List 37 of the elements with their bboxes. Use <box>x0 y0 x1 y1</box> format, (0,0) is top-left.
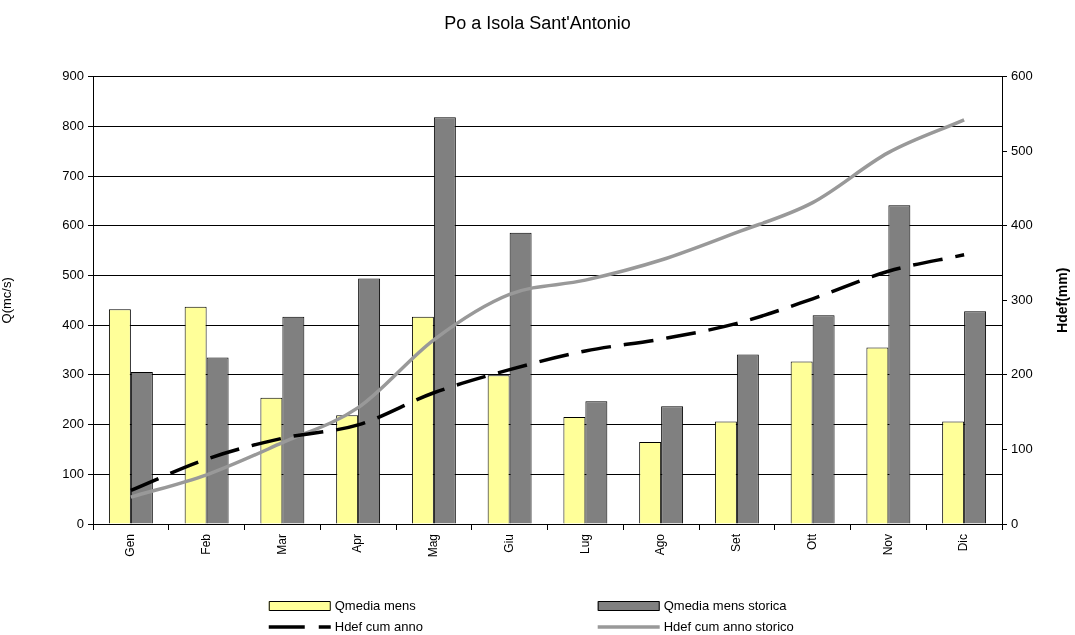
legend-label: Qmedia mens storica <box>663 597 788 613</box>
line-series <box>129 118 966 499</box>
y-tick-label: 0 <box>76 515 84 531</box>
y2-tick-label: 500 <box>1011 142 1033 158</box>
y2-tick-label: 0 <box>1011 515 1019 531</box>
y-tick-label: 600 <box>62 217 84 233</box>
y-axis-title: Q(mc/s) <box>0 277 15 324</box>
y-tick-label: 700 <box>62 167 84 183</box>
y-tick-label: 400 <box>62 316 84 332</box>
x-tick-label: Feb <box>198 533 213 555</box>
y-tick-label: 100 <box>62 465 84 481</box>
y-tick-label: 500 <box>62 267 84 283</box>
x-tick-label: Ott <box>804 533 819 551</box>
legend-label: Hdef cum anno <box>334 618 423 634</box>
y2-tick-label: 100 <box>1011 441 1033 457</box>
x-tick-label: Apr <box>350 534 365 553</box>
x-tick-label: Giu <box>501 534 516 553</box>
y-tick-label: 900 <box>62 68 84 84</box>
x-tick-label: Set <box>729 533 744 553</box>
y2-tick-label: 600 <box>1011 68 1033 84</box>
chart-title: Po a Isola Sant'Antonio <box>444 12 631 33</box>
y2-tick-label: 400 <box>1011 217 1033 233</box>
y2-axis-title: Hdef(mm) <box>1053 267 1070 333</box>
x-tick-label: Ago <box>653 533 668 556</box>
y-tick-label: 200 <box>62 416 84 432</box>
x-tick-label: Gen <box>123 534 138 557</box>
y2-tick-label: 300 <box>1011 291 1033 307</box>
y-tick-label: 800 <box>62 117 84 133</box>
legend-label: Qmedia mens <box>334 597 417 613</box>
legend-label: Hdef cum anno storico <box>663 618 794 634</box>
x-tick-label: Dic <box>956 534 971 552</box>
x-tick-label: Mag <box>426 534 441 558</box>
x-tick-label: Mar <box>274 534 289 555</box>
x-tick-label: Nov <box>880 534 895 556</box>
y-tick-label: 300 <box>62 366 84 382</box>
y2-tick-label: 200 <box>1011 366 1033 382</box>
x-tick-label: Lug <box>577 534 592 555</box>
